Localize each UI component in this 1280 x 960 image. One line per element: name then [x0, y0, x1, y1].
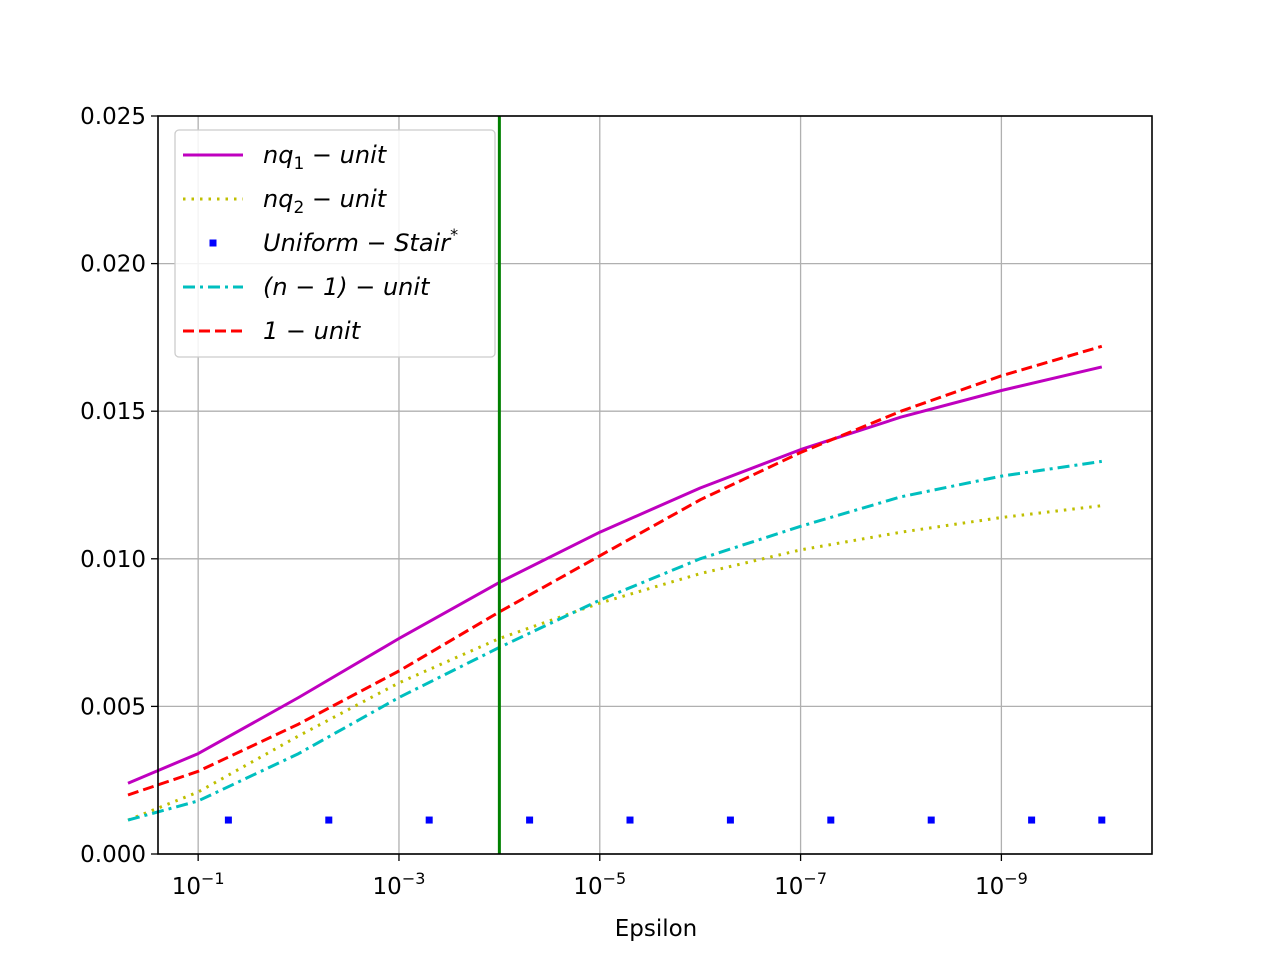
x-axis-label: Epsilon [615, 916, 698, 942]
legend-box [174, 129, 496, 358]
marker-point [1028, 816, 1036, 824]
marker-point [224, 816, 232, 824]
x-tick-label: 10−5 [573, 869, 626, 900]
marker-point [325, 816, 333, 824]
x-tick-label: 10−7 [774, 869, 827, 900]
x-axis: 10−1 10−3 10−5 10−7 10−9 [172, 854, 1028, 900]
plot-frame [157, 115, 1153, 855]
marker-point [425, 816, 433, 824]
legend-label-2: Uniform − Stair* [263, 225, 458, 257]
y-axis: 0.000 0.005 0.010 0.015 0.020 0.025 [80, 104, 158, 868]
series-line-3 [127, 344, 1103, 797]
x-tick-label: 10−3 [373, 869, 426, 900]
legend-label-1: nq2 − unit [263, 185, 388, 218]
y-tick-label: 0.015 [80, 399, 146, 425]
marker-point [927, 816, 935, 824]
legend-label-0: nq1 − unit [263, 141, 388, 174]
legend-label-3: (n − 1) − unit [263, 273, 431, 301]
marker-point [827, 816, 835, 824]
x-tick-label: 10−1 [172, 869, 225, 900]
marker-layer [224, 816, 1106, 824]
legend: nq1 − unit nq2 − unit Uniform − Stair* (n −… [174, 129, 496, 358]
series-layer [127, 344, 1103, 822]
series-line-0 [127, 365, 1103, 785]
marker-point [726, 816, 734, 824]
y-tick-label: 0.010 [80, 547, 146, 573]
marker-point [526, 816, 534, 824]
legend-label-4: 1 − unit [263, 317, 362, 345]
y-tick-label: 0.000 [80, 842, 146, 868]
y-tick-label: 0.025 [80, 104, 146, 130]
x-tick-label: 10−9 [975, 869, 1028, 900]
y-tick-label: 0.005 [80, 694, 146, 720]
marker-point [626, 816, 634, 824]
marker-point [1098, 816, 1106, 824]
y-tick-label: 0.020 [80, 252, 146, 278]
series-line-1 [127, 504, 1102, 822]
legend-swatch-2 [209, 239, 217, 247]
